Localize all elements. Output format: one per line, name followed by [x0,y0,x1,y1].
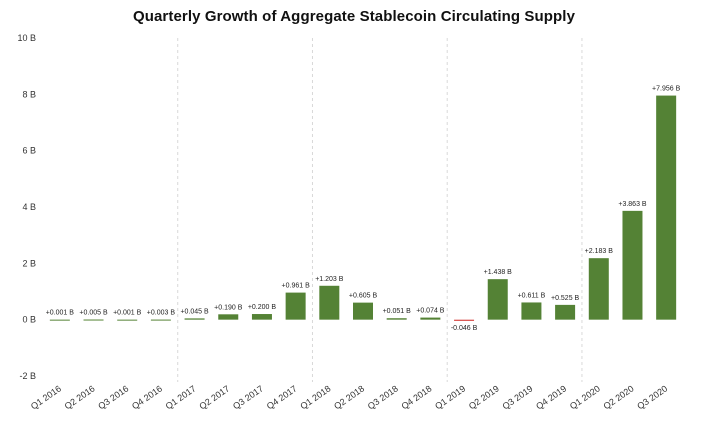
data-label: +7.956 B [652,86,681,93]
bar [353,302,373,320]
bar [588,258,609,320]
x-tick-label: Q2 2016 [63,383,97,411]
data-label: +1.203 B [315,276,344,283]
year-separators [177,38,583,382]
bar [218,314,239,320]
data-label: +0.045 B [180,308,209,315]
data-label: +0.605 B [349,293,378,300]
bar [184,318,205,320]
data-label: +0.051 B [383,308,412,315]
x-tick-label: Q1 2016 [29,383,63,411]
x-tick-label: Q4 2019 [534,383,568,411]
y-tick-label: -2 B [19,371,36,381]
x-tick-label: Q3 2016 [96,383,130,411]
bar [150,319,171,321]
chart-title: Quarterly Growth of Aggregate Stablecoin… [132,8,576,25]
x-tick-label: Q1 2019 [433,383,467,411]
data-label: +0.200 B [248,304,277,311]
bar [386,318,407,320]
x-tick-label: Q1 2020 [568,383,602,411]
y-axis: -2 B 0 B 2 B 4 B 6 B 8 B 10 B [17,33,36,381]
x-tick-label: Q4 2018 [399,383,433,411]
x-tick-label: Q2 2018 [332,383,366,411]
bar [521,302,542,320]
x-axis: Q1 2016 Q2 2016 Q3 2016 Q4 2016 Q1 2017 Q2 20… [29,383,669,411]
bar [420,317,441,320]
bar [555,304,576,320]
data-label: +0.003 B [147,310,176,317]
x-tick-label: Q4 2016 [130,383,164,411]
data-labels: +0.001 B +0.005 B +0.001 B +0.003 B +0.045 B… [46,86,681,332]
bar [454,319,475,321]
y-tick-label: 10 B [17,33,36,43]
x-tick-label: Q2 2019 [467,383,501,411]
y-tick-label: 6 B [22,146,36,156]
data-label: +0.074 B [416,308,445,315]
x-tick-label: Q4 2017 [265,383,299,411]
bar [622,210,643,320]
data-label: +0.525 B [551,295,580,302]
bar [487,279,508,320]
x-tick-label: Q3 2017 [231,383,265,411]
bar [251,314,272,320]
x-tick-label: Q1 2018 [298,383,332,411]
data-label: +0.005 B [79,310,108,317]
x-tick-label: Q3 2018 [366,383,400,411]
bar [656,95,677,320]
bar [285,292,306,320]
data-label: +1.438 B [484,269,513,276]
bar [319,285,340,320]
bar [117,319,138,321]
data-label: +0.190 B [214,304,243,311]
data-label: -0.046 B [451,325,478,332]
y-tick-label: 4 B [22,202,36,212]
bars [49,95,677,321]
data-label: +0.961 B [282,283,311,290]
data-label: +0.001 B [113,310,142,317]
y-tick-label: 0 B [22,315,36,325]
data-label: +2.183 B [585,248,614,255]
y-tick-label: 8 B [22,89,36,99]
y-tick-label: 2 B [22,258,36,268]
x-tick-label: Q2 2017 [197,383,231,411]
bar [49,319,70,321]
data-label: +3.863 B [618,201,647,208]
data-label: +0.001 B [46,310,75,317]
x-tick-label: Q3 2019 [501,383,535,411]
data-label: +0.611 B [518,292,546,299]
x-tick-label: Q3 2020 [635,383,669,411]
bar [83,319,104,321]
x-tick-label: Q2 2020 [602,383,636,411]
x-tick-label: Q1 2017 [164,383,198,411]
